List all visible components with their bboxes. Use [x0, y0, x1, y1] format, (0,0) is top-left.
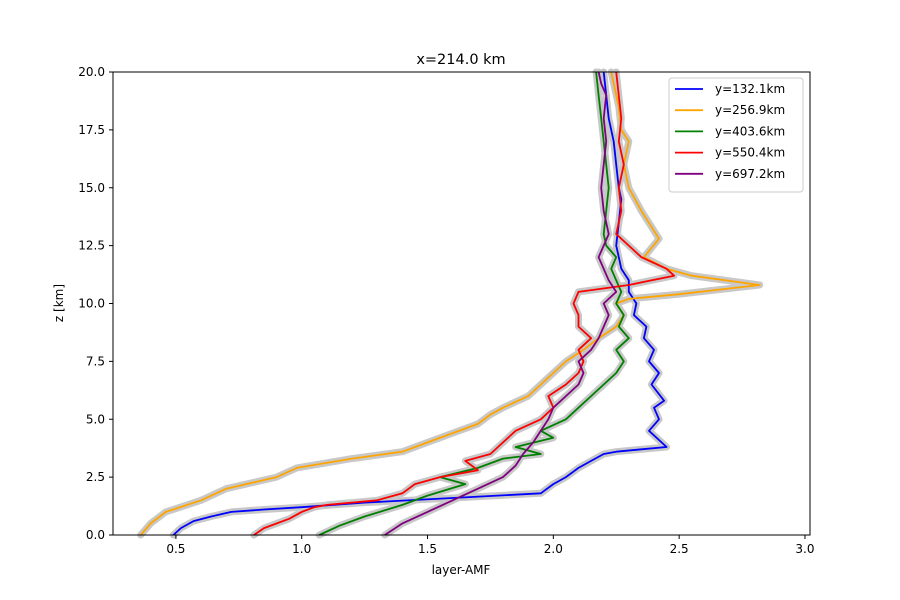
legend-label: y=550.4km	[715, 146, 785, 160]
y-axis-ticks: 0.0 2.5 5.0 7.5 10.0 12.5 15.0 17.5 20.0	[78, 65, 113, 542]
x-tick-label: 1.0	[292, 542, 311, 556]
legend-label: y=697.2km	[715, 167, 785, 181]
series-line-1	[172, 71, 668, 536]
x-tick-label: 2.5	[670, 542, 689, 556]
legend-label: y=403.6km	[715, 124, 785, 138]
series-line-5	[384, 71, 618, 536]
x-tick-label: 3.0	[795, 542, 814, 556]
series-line-2	[140, 71, 761, 536]
uncertainty-band	[137, 68, 764, 539]
y-tick-label: 0.0	[86, 528, 105, 542]
y-tick-label: 15.0	[78, 181, 105, 195]
x-tick-label: 2.0	[544, 542, 563, 556]
y-tick-label: 10.0	[78, 297, 105, 311]
y-tick-label: 5.0	[86, 412, 105, 426]
x-tick-label: 1.5	[418, 542, 437, 556]
y-tick-label: 12.5	[78, 239, 105, 253]
y-tick-label: 20.0	[78, 65, 105, 79]
series-lines	[140, 71, 761, 536]
uncertainty-bands	[137, 68, 764, 539]
legend-label: y=132.1km	[715, 82, 785, 96]
x-axis-ticks: 0.5 1.0 1.5 2.0 2.5 3.0	[166, 535, 815, 556]
series-line-4	[253, 71, 675, 536]
chart-title: x=214.0 km	[416, 52, 505, 68]
y-tick-label: 7.5	[86, 354, 105, 368]
legend-label: y=256.9km	[715, 103, 785, 117]
uncertainty-band	[169, 68, 671, 539]
y-tick-label: 2.5	[86, 470, 105, 484]
y-axis-label: z [km]	[52, 284, 66, 322]
legend-box	[668, 77, 804, 193]
x-axis-label: layer-AMF	[432, 563, 491, 577]
x-tick-label: 0.5	[166, 542, 185, 556]
y-tick-label: 17.5	[78, 123, 105, 137]
legend: y=132.1km y=256.9km y=403.6km y=550.4km y=69…	[668, 77, 804, 193]
